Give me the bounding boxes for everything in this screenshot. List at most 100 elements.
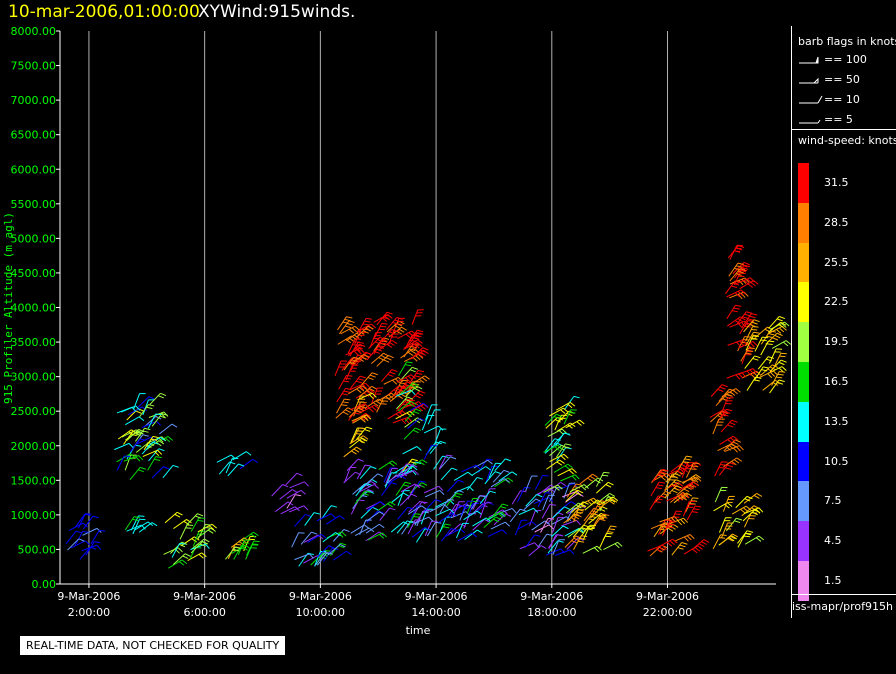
wind-barb: [719, 533, 738, 545]
wind-barb: [164, 511, 183, 524]
barb-legend-row: == 50: [798, 73, 860, 86]
y-tick-label: 1500.00: [11, 474, 57, 487]
wind-barb: [492, 469, 510, 483]
wind-barb: [365, 473, 384, 485]
wind-barb: [172, 553, 191, 565]
wind-barb: [402, 446, 422, 455]
wind-barb: [579, 473, 598, 485]
colorbar-swatch: [798, 401, 809, 442]
wind-barb: [726, 372, 747, 380]
wind-barb: [744, 355, 761, 369]
chart-gridlines: [88, 31, 669, 584]
wind-barb: [423, 485, 444, 494]
wind-barb: [768, 316, 786, 329]
x-tick-date-label: 9-Mar-2006: [289, 590, 352, 603]
wind-barb: [116, 455, 131, 471]
wind-barbs: [65, 244, 792, 569]
wind-barb: [488, 509, 508, 518]
wind-barb: [545, 548, 566, 556]
speed-legend-title: wind-speed: knots: [798, 134, 896, 147]
wind-barb: [558, 501, 577, 512]
wind-barb: [745, 331, 760, 347]
colorbar-swatch: [798, 561, 809, 601]
wind-barb: [452, 501, 465, 517]
wind-barb: [518, 507, 539, 516]
wind-barb: [768, 348, 783, 364]
wind-barb: [130, 515, 145, 531]
wind-barb: [390, 492, 409, 504]
wind-barb: [541, 503, 556, 519]
colorbar-swatch: [798, 163, 809, 203]
wind-barb: [356, 426, 373, 440]
wind-barb: [729, 268, 746, 282]
wind-barb: [137, 396, 155, 409]
wind-barb: [376, 501, 396, 512]
wind-barb: [720, 419, 738, 433]
wind-barb: [366, 501, 386, 512]
y-tick-label: 3500.00: [11, 336, 57, 349]
wind-barb: [582, 545, 602, 554]
wind-barb: [602, 525, 617, 541]
wind-barb: [383, 376, 403, 385]
wind-barb: [343, 446, 362, 458]
wind-barb: [439, 498, 455, 514]
wind-barb: [745, 326, 759, 342]
wind-barb: [653, 523, 669, 538]
wind-barb: [186, 513, 204, 526]
x-tick-date-label: 9-Mar-2006: [57, 590, 120, 603]
barb-legend-row: == 10: [798, 93, 860, 106]
wind-barb: [543, 484, 563, 493]
wind-barb: [408, 390, 426, 403]
y-tick-label: 7000.00: [11, 94, 57, 107]
wind-barb: [768, 321, 787, 333]
wind-barb: [461, 464, 481, 473]
wind-barb: [158, 423, 178, 435]
wind-barb: [649, 495, 665, 511]
wind-barb: [345, 364, 359, 381]
wind-barb: [584, 499, 603, 511]
wind-barb: [361, 372, 378, 386]
wind-barb: [534, 474, 549, 490]
wind-barb: [517, 521, 537, 530]
wind-barb: [718, 462, 736, 476]
wind-barb: [288, 505, 309, 513]
y-tick-label: 0.00: [32, 578, 57, 591]
colorbar-label: 28.5: [824, 215, 849, 229]
wind-barb: [479, 502, 492, 519]
wind-barb: [531, 520, 551, 531]
wind-barb: [525, 494, 543, 507]
wind-barb: [162, 464, 179, 479]
wind-barb: [661, 520, 676, 536]
x-tick-date-label: 9-Mar-2006: [636, 590, 699, 603]
colorbar-label: 7.5: [824, 494, 842, 508]
wind-barb: [367, 346, 385, 360]
wind-barb: [440, 528, 458, 542]
wind-barb: [547, 428, 567, 437]
wind-barb: [455, 522, 469, 539]
wind-barb: [723, 439, 741, 452]
wind-barb: [599, 532, 613, 549]
wind-barb: [564, 535, 582, 548]
wind-barb: [420, 508, 433, 525]
wind-barb: [566, 537, 584, 550]
wind-barb: [683, 545, 703, 555]
wind-barb: [349, 375, 366, 390]
wind-barb: [439, 516, 453, 533]
wind-barb: [380, 369, 398, 383]
legend-divider: [792, 129, 896, 130]
wind-barb: [347, 338, 362, 354]
wind-barb: [280, 506, 300, 515]
wind-barb: [70, 540, 91, 549]
wind-barb: [746, 376, 762, 391]
colorbar-label: 13.5: [824, 414, 849, 428]
wind-barb: [664, 485, 682, 498]
wind-barb: [523, 498, 542, 510]
wind-barb: [397, 506, 414, 520]
wind-barb: [231, 544, 251, 554]
wind-barb: [381, 482, 397, 496]
wind-barb: [524, 534, 541, 549]
wind-barb: [286, 489, 306, 499]
wind-barb: [549, 407, 569, 417]
wind-barb: [647, 544, 667, 553]
wind-barb: [560, 474, 580, 482]
